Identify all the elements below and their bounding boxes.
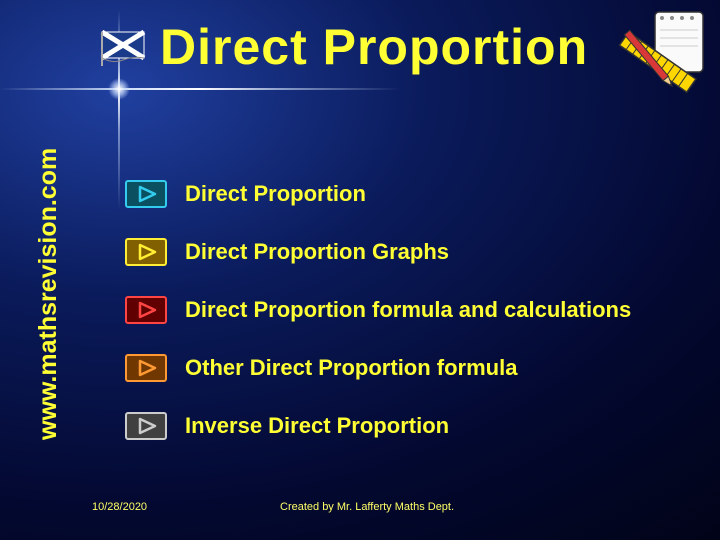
bullet-label: Direct Proportion <box>185 181 366 207</box>
bullet-item[interactable]: Other Direct Proportion formula <box>125 351 631 385</box>
bullet-item[interactable]: Inverse Direct Proportion <box>125 409 631 443</box>
bullet-list: Direct Proportion Direct Proportion Graph… <box>125 177 631 467</box>
play-bullet-icon <box>125 296 167 324</box>
lens-flare-horizontal <box>0 88 400 90</box>
stationery-graphic-icon <box>600 4 710 99</box>
play-bullet-icon <box>125 180 167 208</box>
bullet-label: Direct Proportion Graphs <box>185 239 449 265</box>
bullet-label: Direct Proportion formula and calculatio… <box>185 297 631 323</box>
lens-flare-core <box>108 78 130 100</box>
sidebar-url: www.mathsrevision.com <box>34 148 63 440</box>
play-bullet-icon <box>125 238 167 266</box>
footer-credit: Created by Mr. Lafferty Maths Dept. <box>280 501 454 513</box>
play-bullet-icon <box>125 354 167 382</box>
flag-icon <box>98 28 148 68</box>
bullet-item[interactable]: Direct Proportion <box>125 177 631 211</box>
play-bullet-icon <box>125 412 167 440</box>
bullet-label: Inverse Direct Proportion <box>185 413 449 439</box>
bullet-item[interactable]: Direct Proportion formula and calculatio… <box>125 293 631 327</box>
footer-date: 10/28/2020 <box>92 501 147 513</box>
bullet-label: Other Direct Proportion formula <box>185 355 517 381</box>
bullet-item[interactable]: Direct Proportion Graphs <box>125 235 631 269</box>
page-title: Direct Proportion <box>160 18 588 76</box>
